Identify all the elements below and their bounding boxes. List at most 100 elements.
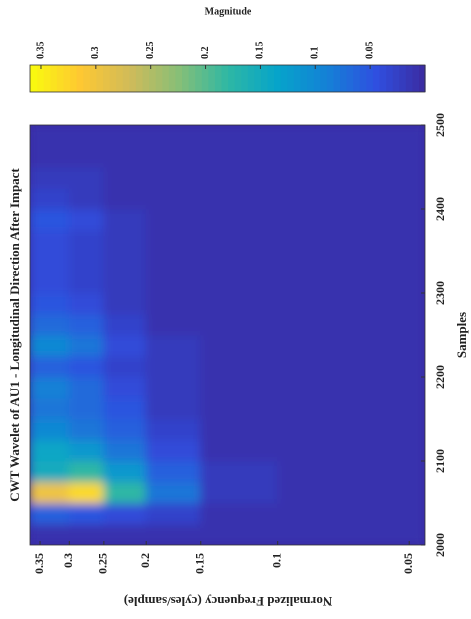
cell xyxy=(277,166,425,189)
cell xyxy=(30,418,70,441)
cell xyxy=(145,502,202,525)
colorbar-swatch xyxy=(372,65,380,92)
cell xyxy=(277,334,425,357)
cell xyxy=(277,523,425,545)
cell xyxy=(68,418,105,441)
cell xyxy=(145,355,202,378)
cell xyxy=(68,145,105,168)
colorbar-swatch xyxy=(135,65,143,92)
cell xyxy=(68,334,105,357)
colorbar-swatch xyxy=(115,65,123,92)
cell xyxy=(103,418,147,441)
cell xyxy=(145,271,202,294)
cell xyxy=(200,125,279,147)
cell xyxy=(200,502,279,525)
colorbar-swatch xyxy=(385,65,393,92)
cell xyxy=(200,145,279,168)
cell xyxy=(103,397,147,420)
cell xyxy=(200,418,279,441)
cell xyxy=(277,187,425,210)
colorbar-swatch xyxy=(319,65,327,92)
cell xyxy=(30,166,70,189)
colorbar-swatch xyxy=(30,65,38,92)
cell xyxy=(30,460,70,483)
colorbar-swatch xyxy=(36,65,44,92)
colorbar-swatch xyxy=(234,65,242,92)
cell xyxy=(103,355,147,378)
cell xyxy=(30,334,70,357)
cell xyxy=(103,439,147,462)
cell xyxy=(30,208,70,231)
cell xyxy=(145,418,202,441)
colorbar-swatch xyxy=(411,65,420,92)
colorbar-tick-label: 0.1 xyxy=(310,47,321,60)
colorbar-swatch xyxy=(194,65,202,92)
y-tick-label: 0.35 xyxy=(32,553,46,574)
colorbar-swatch xyxy=(280,65,288,92)
colorbar-swatch xyxy=(352,65,360,92)
cell xyxy=(103,502,147,525)
cell xyxy=(200,481,279,504)
cell xyxy=(277,271,425,294)
x-tick-label: 2200 xyxy=(433,365,447,389)
cell xyxy=(277,229,425,252)
cell xyxy=(30,292,70,315)
colorbar-swatch xyxy=(220,65,229,92)
colorbar-swatch xyxy=(168,65,176,92)
cell xyxy=(68,397,105,420)
colorbar-swatch xyxy=(181,65,189,92)
colorbar-swatch xyxy=(148,65,156,92)
x-tick-label: 2000 xyxy=(433,533,447,557)
colorbar-swatch xyxy=(273,65,281,92)
cell xyxy=(277,355,425,378)
cell xyxy=(277,439,425,462)
cell xyxy=(68,250,105,273)
cell xyxy=(200,376,279,399)
cell xyxy=(68,502,105,525)
colorbar-swatch xyxy=(56,65,64,92)
colorbar-swatch xyxy=(247,65,255,92)
colorbar-tick-label: 0.2 xyxy=(200,47,211,60)
y-axis-label: Normalized Frequency (cyles/sample) xyxy=(124,594,332,609)
y-tick-label: 0.15 xyxy=(193,553,207,574)
colorbar-frame xyxy=(29,64,426,93)
colorbar-label: Magnitude xyxy=(205,6,252,17)
colorbar-swatch xyxy=(82,65,90,92)
cell xyxy=(145,187,202,210)
cell xyxy=(68,439,105,462)
y-tick-label: 0.2 xyxy=(138,553,152,568)
cell xyxy=(68,481,105,504)
cell xyxy=(200,187,279,210)
cell xyxy=(145,313,202,336)
heatmap xyxy=(30,125,425,545)
cell xyxy=(145,397,202,420)
cell xyxy=(68,166,105,189)
cell xyxy=(103,313,147,336)
cell xyxy=(277,313,425,336)
cell xyxy=(145,292,202,315)
colorbar-tick-label: 0.05 xyxy=(364,42,375,60)
cell xyxy=(200,271,279,294)
colorbar-swatch xyxy=(62,65,71,92)
cell xyxy=(103,481,147,504)
cell xyxy=(103,145,147,168)
colorbar-swatch xyxy=(174,65,183,92)
cell xyxy=(68,292,105,315)
x-tick-label: 2500 xyxy=(433,113,447,137)
x-tick-label: 2300 xyxy=(433,281,447,305)
cell xyxy=(30,397,70,420)
colorbar-swatch xyxy=(267,65,275,92)
colorbar-swatch xyxy=(43,65,51,92)
colorbar-swatch xyxy=(253,65,262,92)
cell xyxy=(277,418,425,441)
cell xyxy=(145,250,202,273)
chart-title: CWT Wavelet of AU1 - Longitudinal Direct… xyxy=(7,168,22,502)
cell xyxy=(145,481,202,504)
cell xyxy=(145,145,202,168)
colorbar-tick-label: 0.25 xyxy=(145,42,156,60)
cell xyxy=(103,460,147,483)
colorbar-swatch xyxy=(155,65,163,92)
cell xyxy=(68,460,105,483)
